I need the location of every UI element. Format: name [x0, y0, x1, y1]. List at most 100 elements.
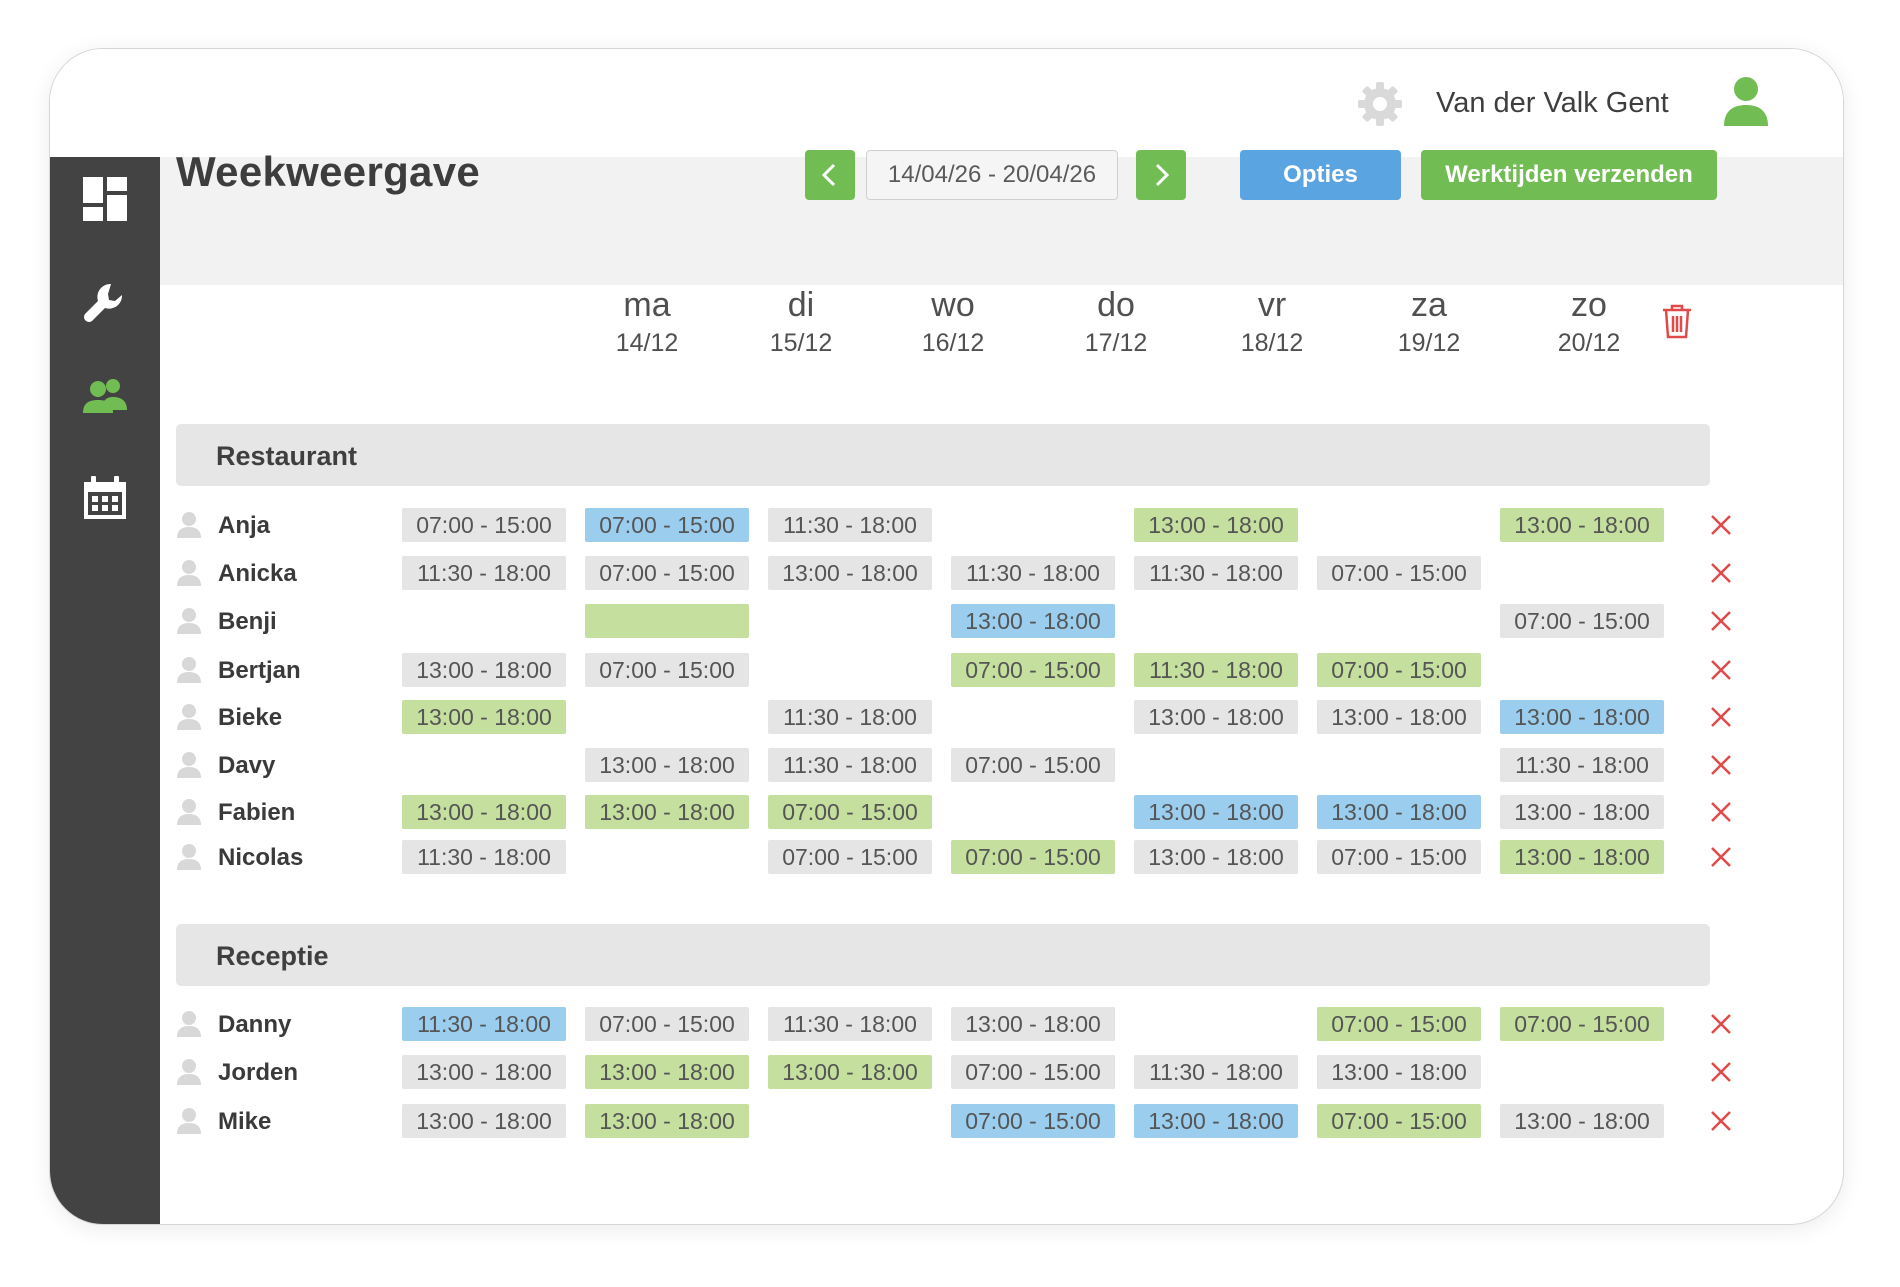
- delete-row-icon[interactable]: [1709, 561, 1733, 585]
- shift-cell[interactable]: 13:00 - 18:00: [768, 1055, 932, 1089]
- shift-cell[interactable]: 07:00 - 15:00: [585, 556, 749, 590]
- shift-cell[interactable]: 07:00 - 15:00: [1317, 556, 1481, 590]
- dashboard-icon[interactable]: [81, 175, 129, 223]
- employee-name: Fabien: [218, 799, 296, 826]
- user-icon[interactable]: [1722, 76, 1770, 128]
- shift-cell[interactable]: 13:00 - 18:00: [1500, 1104, 1664, 1138]
- page-title: Weekweergave: [176, 148, 481, 195]
- delete-row-icon[interactable]: [1709, 845, 1733, 869]
- shift-cell[interactable]: 13:00 - 18:00: [768, 556, 932, 590]
- delete-row-icon[interactable]: [1709, 705, 1733, 729]
- person-icon: [177, 704, 201, 730]
- shift-cell[interactable]: 13:00 - 18:00: [1134, 700, 1298, 734]
- shift-cell[interactable]: 07:00 - 15:00: [1317, 1104, 1481, 1138]
- shift-cell[interactable]: 13:00 - 18:00: [402, 795, 566, 829]
- shift-cell[interactable]: 13:00 - 18:00: [1134, 1104, 1298, 1138]
- section-title: Receptie: [216, 941, 329, 971]
- shift-cell[interactable]: 13:00 - 18:00: [1134, 795, 1298, 829]
- shift-cell[interactable]: 13:00 - 18:00: [585, 1104, 749, 1138]
- shift-cell[interactable]: 11:30 - 18:00: [768, 700, 932, 734]
- shift-cell[interactable]: 13:00 - 18:00: [1317, 700, 1481, 734]
- shift-cell[interactable]: 13:00 - 18:00: [1134, 840, 1298, 874]
- shift-cell[interactable]: 13:00 - 18:00: [585, 748, 749, 782]
- shift-cell[interactable]: 13:00 - 18:00: [402, 653, 566, 687]
- shift-cell[interactable]: 13:00 - 18:00: [402, 1104, 566, 1138]
- shift-cell[interactable]: 07:00 - 15:00: [951, 1104, 1115, 1138]
- shift-cell[interactable]: 11:30 - 18:00: [768, 508, 932, 542]
- shift-cell[interactable]: 13:00 - 18:00: [1500, 840, 1664, 874]
- calendar-icon[interactable]: [81, 474, 129, 522]
- trash-icon[interactable]: [1660, 302, 1694, 340]
- shift-cell[interactable]: 07:00 - 15:00: [1317, 840, 1481, 874]
- employee-name: Bieke: [218, 704, 283, 731]
- shift-cell[interactable]: 07:00 - 15:00: [951, 1055, 1115, 1089]
- shift-cell[interactable]: 07:00 - 15:00: [951, 748, 1115, 782]
- shift-cell[interactable]: 13:00 - 18:00: [1500, 700, 1664, 734]
- shift-cell[interactable]: 13:00 - 18:00: [585, 1055, 749, 1089]
- shift-cell[interactable]: 11:30 - 18:00: [1134, 653, 1298, 687]
- employee-row: Benji 13:00 - 18:00 07:00 - 15:00: [176, 604, 1736, 644]
- employee-row: Bertjan 13:00 - 18:00 07:00 - 15:00 07:00 -…: [176, 653, 1736, 693]
- shift-cell[interactable]: 13:00 - 18:00: [1500, 795, 1664, 829]
- shift-cell[interactable]: 11:30 - 18:00: [768, 1007, 932, 1041]
- shift-cell[interactable]: 07:00 - 15:00: [1317, 653, 1481, 687]
- delete-row-icon[interactable]: [1709, 658, 1733, 682]
- day-name: do: [1097, 286, 1135, 324]
- delete-row-icon[interactable]: [1709, 753, 1733, 777]
- shift-cell[interactable]: 07:00 - 15:00: [951, 840, 1115, 874]
- delete-row-icon[interactable]: [1709, 1109, 1733, 1133]
- shift-cell[interactable]: 11:30 - 18:00: [402, 556, 566, 590]
- chevron-right-icon: [1155, 163, 1170, 187]
- shift-cell[interactable]: 11:30 - 18:00: [402, 1007, 566, 1041]
- delete-row-icon[interactable]: [1709, 800, 1733, 824]
- shift-cell[interactable]: 13:00 - 18:00: [1317, 1055, 1481, 1089]
- gear-icon[interactable]: [1357, 81, 1403, 127]
- delete-row-icon[interactable]: [1709, 1060, 1733, 1084]
- delete-row-icon[interactable]: [1709, 609, 1733, 633]
- shift-cell[interactable]: 13:00 - 18:00: [1317, 795, 1481, 829]
- delete-row-icon[interactable]: [1709, 1012, 1733, 1036]
- employee-name: Bertjan: [218, 657, 301, 684]
- shift-cell[interactable]: 11:30 - 18:00: [951, 556, 1115, 590]
- shift-cell[interactable]: [585, 604, 749, 638]
- day-header-wo: wo 16/12: [893, 286, 1013, 358]
- shift-cell[interactable]: 07:00 - 15:00: [585, 653, 749, 687]
- shift-cell[interactable]: 11:30 - 18:00: [1134, 556, 1298, 590]
- shift-cell[interactable]: 11:30 - 18:00: [768, 748, 932, 782]
- shift-cell[interactable]: 13:00 - 18:00: [402, 1055, 566, 1089]
- shift-cell[interactable]: 07:00 - 15:00: [585, 508, 749, 542]
- shift-cell[interactable]: 13:00 - 18:00: [1500, 508, 1664, 542]
- shift-cell[interactable]: 07:00 - 15:00: [768, 795, 932, 829]
- users-icon[interactable]: [81, 372, 129, 420]
- shift-cell[interactable]: 13:00 - 18:00: [402, 700, 566, 734]
- employee-row: Jorden 13:00 - 18:00 13:00 - 18:00 13:00 - …: [176, 1055, 1736, 1095]
- person-icon: [177, 560, 201, 586]
- shift-cell[interactable]: 11:30 - 18:00: [1134, 1055, 1298, 1089]
- employee-row: Danny 11:30 - 18:00 07:00 - 15:00 11:30 - 1…: [176, 1007, 1736, 1047]
- shift-cell[interactable]: 13:00 - 18:00: [585, 795, 749, 829]
- date-range-field[interactable]: 14/04/26 - 20/04/26: [866, 150, 1118, 200]
- shift-cell[interactable]: 11:30 - 18:00: [1500, 748, 1664, 782]
- shift-cell[interactable]: 13:00 - 18:00: [1134, 508, 1298, 542]
- shift-cell[interactable]: 07:00 - 15:00: [585, 1007, 749, 1041]
- sidebar: [50, 157, 160, 1224]
- shift-cell[interactable]: 13:00 - 18:00: [951, 1007, 1115, 1041]
- delete-row-icon[interactable]: [1709, 513, 1733, 537]
- shift-cell[interactable]: 07:00 - 15:00: [1500, 1007, 1664, 1041]
- wrench-icon[interactable]: [81, 280, 129, 328]
- top-bar: Van der Valk Gent: [50, 49, 1843, 157]
- send-hours-button[interactable]: Werktijden verzenden: [1421, 150, 1717, 200]
- shift-cell[interactable]: 11:30 - 18:00: [402, 840, 566, 874]
- person-icon: [177, 752, 201, 778]
- next-week-button[interactable]: [1136, 150, 1186, 200]
- person-icon: [177, 1108, 201, 1134]
- shift-cell[interactable]: 07:00 - 15:00: [1500, 604, 1664, 638]
- shift-cell[interactable]: 13:00 - 18:00: [951, 604, 1115, 638]
- previous-week-button[interactable]: [805, 150, 855, 200]
- shift-cell[interactable]: 07:00 - 15:00: [951, 653, 1115, 687]
- day-date: 20/12: [1557, 329, 1621, 357]
- shift-cell[interactable]: 07:00 - 15:00: [768, 840, 932, 874]
- shift-cell[interactable]: 07:00 - 15:00: [1317, 1007, 1481, 1041]
- shift-cell[interactable]: 07:00 - 15:00: [402, 508, 566, 542]
- options-button[interactable]: Opties: [1240, 150, 1401, 200]
